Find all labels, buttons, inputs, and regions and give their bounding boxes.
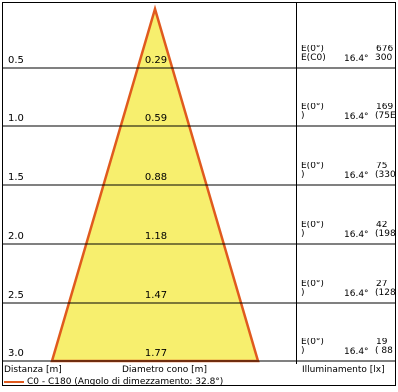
illuminance-top-label: E(0°) — [301, 45, 324, 54]
illuminance-bottom-label: ) — [301, 170, 305, 180]
illuminance-value: 42 — [376, 221, 388, 230]
illuminance-top-label: E(0°) — [301, 338, 324, 347]
beam-angle-value: 16.4° — [344, 289, 369, 299]
beam-angle-value: 16.4° — [344, 347, 369, 357]
cone-diameter-label: 1.47 — [144, 290, 168, 301]
illuminance-bottom-label: E(C0) — [301, 53, 326, 63]
illuminance-value: 27 — [376, 280, 388, 289]
distance-label: 1.0 — [8, 113, 24, 124]
beam-angle-value: 16.4° — [344, 54, 369, 64]
beam-angle-value: 16.4° — [344, 230, 369, 240]
beam-angle-value: 16.4° — [344, 112, 369, 122]
cone-diameter-label: 1.18 — [144, 231, 168, 242]
illuminance-bottom-label: ) — [301, 111, 305, 121]
legend-text: C0 - C180 (Angolo di dimezzamento: 32.8°… — [27, 377, 224, 387]
illuminance-sub-value: (330 — [375, 170, 396, 180]
illuminance-bottom-label: ) — [301, 229, 305, 239]
distance-axis-label: Distanza [m] — [4, 365, 62, 375]
distance-label: 2.0 — [8, 231, 24, 242]
illuminance-value: 676 — [376, 45, 394, 54]
legend: C0 - C180 (Angolo di dimezzamento: 32.8°… — [4, 377, 223, 388]
distance-label: 1.5 — [8, 172, 24, 183]
cone-diameter-label: 0.29 — [144, 55, 168, 66]
distance-label: 2.5 — [8, 290, 24, 301]
diagram-frame — [2, 2, 396, 386]
illuminance-bottom-label: ) — [301, 346, 305, 356]
illuminance-entry: E(0°)) 16.4° 75 (330 — [301, 162, 397, 184]
illuminance-top-label: E(0°) — [301, 221, 324, 230]
beam-angle-value: 16.4° — [344, 171, 369, 181]
illuminance-value: 19 — [376, 338, 388, 347]
illuminance-entry: E(0°)) 16.4° 42 (198 — [301, 221, 397, 243]
illuminance-value: 169 — [376, 103, 394, 112]
distance-label: 0.5 — [8, 55, 24, 66]
illuminance-entry: E(0°)) 16.4° 169 (75E — [301, 103, 397, 125]
illuminance-entry: E(0°)) 16.4° 27 (128 — [301, 280, 397, 302]
distance-gridlines — [2, 67, 396, 362]
illuminance-top-label: E(0°) — [301, 280, 324, 289]
illuminance-axis-label: Illuminamento [lx] — [302, 365, 385, 375]
cone-diameter-label: 0.59 — [144, 113, 168, 124]
illuminance-top-label: E(0°) — [301, 103, 324, 112]
legend-swatch — [4, 380, 24, 383]
illuminance-sub-value: ( 88 — [375, 346, 393, 356]
illuminance-sub-value: (75E — [375, 111, 396, 121]
cone-diameter-label: 1.77 — [144, 348, 168, 359]
cone-diameter-label: 0.88 — [144, 172, 168, 183]
illuminance-bottom-label: ) — [301, 288, 305, 298]
illuminance-top-label: E(0°) — [301, 162, 324, 171]
illuminance-value: 75 — [376, 162, 388, 171]
column-divider — [296, 2, 297, 364]
illuminance-entry: E(0°)) 16.4° 19( 88 — [301, 338, 397, 360]
illuminance-sub-value: (128 — [375, 288, 396, 298]
distance-label: 3.0 — [8, 348, 24, 359]
illuminance-entry: E(0°) E(C0) 16.4° 676 300 — [301, 45, 397, 67]
illuminance-sub-value: (198 — [375, 229, 396, 239]
illuminance-sub-value: 300 — [375, 53, 393, 63]
diameter-axis-label: Diametro cono [m] — [122, 365, 207, 375]
